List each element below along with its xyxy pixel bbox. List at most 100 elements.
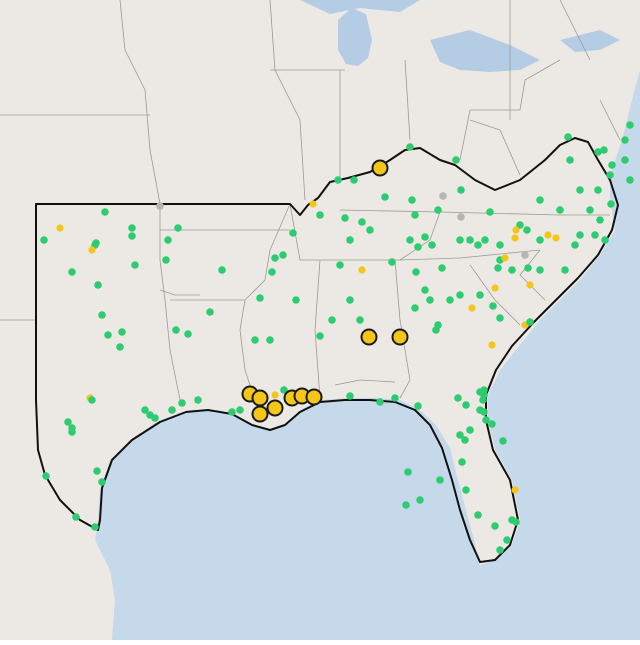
green-marker[interactable] xyxy=(358,218,366,226)
green-marker[interactable] xyxy=(72,513,80,521)
green-marker[interactable] xyxy=(88,396,96,404)
yellow-marker[interactable] xyxy=(544,231,552,239)
green-marker[interactable] xyxy=(356,316,364,324)
green-marker[interactable] xyxy=(292,296,300,304)
green-marker[interactable] xyxy=(508,266,516,274)
green-marker[interactable] xyxy=(98,311,106,319)
yellow-marker[interactable] xyxy=(511,234,519,242)
green-marker[interactable] xyxy=(93,467,101,475)
green-marker[interactable] xyxy=(601,236,609,244)
large-yellow-marker[interactable] xyxy=(305,388,323,406)
green-marker[interactable] xyxy=(414,243,422,251)
green-marker[interactable] xyxy=(476,406,484,414)
green-marker[interactable] xyxy=(462,401,470,409)
large-yellow-marker[interactable] xyxy=(266,399,284,417)
green-marker[interactable] xyxy=(576,186,584,194)
green-marker[interactable] xyxy=(426,296,434,304)
green-marker[interactable] xyxy=(494,264,502,272)
green-marker[interactable] xyxy=(432,326,440,334)
green-marker[interactable] xyxy=(346,392,354,400)
green-marker[interactable] xyxy=(512,518,520,526)
green-marker[interactable] xyxy=(406,236,414,244)
green-marker[interactable] xyxy=(268,268,276,276)
green-marker[interactable] xyxy=(474,241,482,249)
green-marker[interactable] xyxy=(516,221,524,229)
yellow-marker[interactable] xyxy=(309,200,317,208)
green-marker[interactable] xyxy=(116,343,124,351)
green-marker[interactable] xyxy=(91,523,99,531)
green-marker[interactable] xyxy=(178,399,186,407)
green-marker[interactable] xyxy=(381,193,389,201)
green-marker[interactable] xyxy=(406,143,414,151)
green-marker[interactable] xyxy=(174,224,182,232)
green-marker[interactable] xyxy=(376,398,384,406)
green-marker[interactable] xyxy=(488,420,496,428)
yellow-marker[interactable] xyxy=(468,304,476,312)
green-marker[interactable] xyxy=(524,264,532,272)
green-marker[interactable] xyxy=(434,206,442,214)
large-yellow-marker[interactable] xyxy=(371,159,389,177)
green-marker[interactable] xyxy=(228,408,236,416)
green-marker[interactable] xyxy=(40,236,48,244)
yellow-marker[interactable] xyxy=(526,281,534,289)
green-marker[interactable] xyxy=(131,261,139,269)
green-marker[interactable] xyxy=(600,146,608,154)
green-marker[interactable] xyxy=(92,239,100,247)
green-marker[interactable] xyxy=(496,241,504,249)
gray-marker[interactable] xyxy=(457,213,465,221)
green-marker[interactable] xyxy=(194,396,202,404)
green-marker[interactable] xyxy=(596,216,604,224)
green-marker[interactable] xyxy=(128,232,136,240)
green-marker[interactable] xyxy=(341,214,349,222)
green-marker[interactable] xyxy=(336,261,344,269)
green-marker[interactable] xyxy=(576,231,584,239)
green-marker[interactable] xyxy=(391,394,399,402)
green-marker[interactable] xyxy=(626,176,634,184)
gray-marker[interactable] xyxy=(521,251,529,259)
green-marker[interactable] xyxy=(594,186,602,194)
green-marker[interactable] xyxy=(456,236,464,244)
green-marker[interactable] xyxy=(68,268,76,276)
green-marker[interactable] xyxy=(594,148,602,156)
large-yellow-marker[interactable] xyxy=(251,389,269,407)
green-marker[interactable] xyxy=(162,256,170,264)
green-marker[interactable] xyxy=(172,326,180,334)
large-yellow-marker[interactable] xyxy=(391,328,409,346)
green-marker[interactable] xyxy=(408,196,416,204)
green-marker[interactable] xyxy=(128,224,136,232)
green-marker[interactable] xyxy=(474,511,482,519)
green-marker[interactable] xyxy=(218,266,226,274)
green-marker[interactable] xyxy=(411,304,419,312)
green-marker[interactable] xyxy=(591,231,599,239)
green-marker[interactable] xyxy=(452,156,460,164)
green-marker[interactable] xyxy=(454,394,462,402)
green-marker[interactable] xyxy=(496,314,504,322)
green-marker[interactable] xyxy=(141,406,149,414)
green-marker[interactable] xyxy=(350,176,358,184)
green-marker[interactable] xyxy=(446,296,454,304)
green-marker[interactable] xyxy=(280,386,288,394)
green-marker[interactable] xyxy=(346,296,354,304)
green-marker[interactable] xyxy=(480,386,488,394)
green-marker[interactable] xyxy=(466,236,474,244)
green-marker[interactable] xyxy=(438,264,446,272)
green-marker[interactable] xyxy=(402,501,410,509)
green-marker[interactable] xyxy=(151,414,159,422)
yellow-marker[interactable] xyxy=(358,266,366,274)
green-marker[interactable] xyxy=(64,418,72,426)
green-marker[interactable] xyxy=(556,206,564,214)
yellow-marker[interactable] xyxy=(511,486,519,494)
green-marker[interactable] xyxy=(571,241,579,249)
green-marker[interactable] xyxy=(412,268,420,276)
green-marker[interactable] xyxy=(279,251,287,259)
green-marker[interactable] xyxy=(184,330,192,338)
green-marker[interactable] xyxy=(461,436,469,444)
yellow-marker[interactable] xyxy=(488,341,496,349)
green-marker[interactable] xyxy=(414,402,422,410)
green-marker[interactable] xyxy=(411,211,419,219)
yellow-marker[interactable] xyxy=(56,224,64,232)
green-marker[interactable] xyxy=(118,328,126,336)
green-marker[interactable] xyxy=(566,156,574,164)
green-marker[interactable] xyxy=(251,336,259,344)
